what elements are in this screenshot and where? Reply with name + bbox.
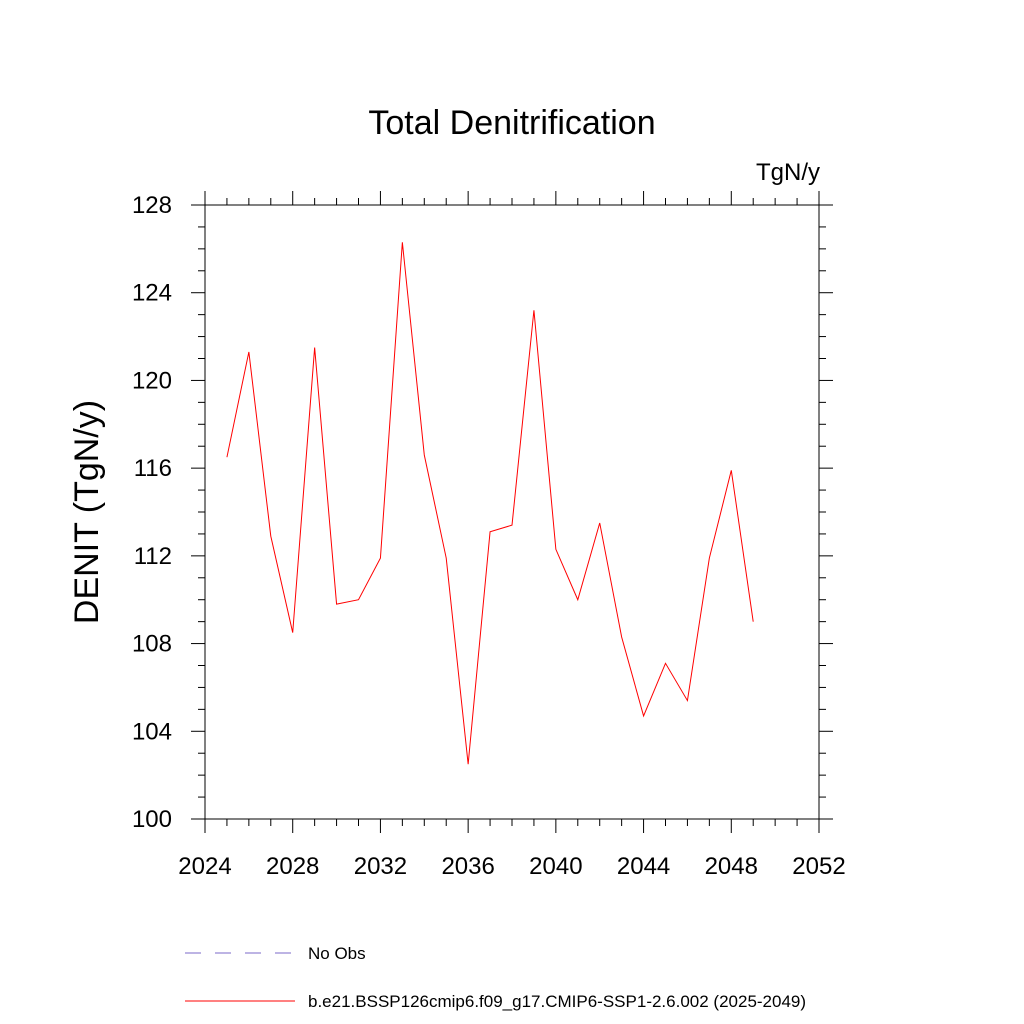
- x-tick-label: 2032: [354, 853, 407, 880]
- units-label: TgN/y: [756, 159, 820, 186]
- series-line-0: [226, 242, 754, 765]
- x-tick-label: 2044: [617, 853, 670, 880]
- x-tick-label: 2028: [266, 853, 319, 880]
- x-tick-label: 2024: [178, 853, 231, 880]
- legend-label-no-obs: No Obs: [308, 944, 366, 963]
- y-tick-label: 104: [132, 718, 172, 745]
- axis-ticks: [191, 191, 833, 833]
- legend: No Obs b.e21.BSSP126cmip6.f09_g17.CMIP6-…: [185, 944, 806, 1011]
- chart-title: Total Denitrification: [368, 104, 655, 142]
- x-tick-label: 2040: [529, 853, 582, 880]
- y-tick-label: 108: [132, 631, 172, 658]
- y-tick-label: 128: [132, 192, 172, 219]
- y-tick-label: 112: [134, 543, 172, 570]
- y-tick-label: 124: [132, 280, 172, 307]
- y-tick-label: 120: [132, 367, 172, 394]
- x-tick-label: 2048: [705, 853, 758, 880]
- y-tick-label: 100: [132, 806, 172, 833]
- plot-frame: [204, 204, 820, 820]
- x-tick-label: 2052: [792, 853, 845, 880]
- axis-tick-labels: 2024 2028 2032 2036 2040 2044 2048 2052 100 104 10…: [132, 192, 846, 880]
- y-tick-label: 116: [134, 455, 172, 482]
- series-layer: [226, 242, 754, 765]
- y-axis-label: DENIT (TgN/y): [68, 400, 106, 624]
- x-tick-label: 2036: [441, 853, 494, 880]
- legend-label-model: b.e21.BSSP126cmip6.f09_g17.CMIP6-SSP1-2.…: [308, 992, 806, 1011]
